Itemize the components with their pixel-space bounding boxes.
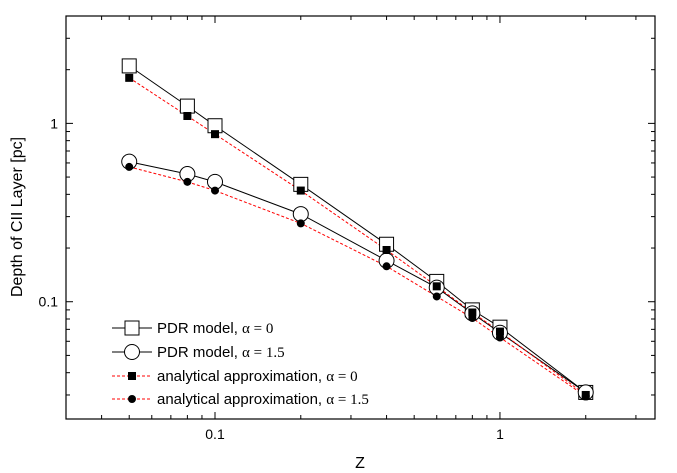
series-3-point-4 (382, 262, 391, 271)
legend-label-analytical-alpha-0-text: analytical approximation, (157, 368, 326, 385)
series-3-point-6 (468, 314, 477, 323)
ticks: 0.1 1 0.1 1 (39, 16, 655, 442)
legend-entry-analytical-alpha-1-5: analytical approximation, α = 1.5 (112, 391, 369, 408)
x-tick-label-1: 1 (496, 426, 504, 442)
x-tick-label-0: 0.1 (205, 426, 225, 442)
legend-label-pdr-alpha-0: PDR model, α = 0 (157, 320, 273, 337)
series-3-point-3 (296, 219, 305, 228)
legend-label-pdr-alpha-0-alpha: α = 0 (242, 321, 273, 337)
legend-entry-analytical-alpha-0: analytical approximation, α = 0 (112, 368, 358, 385)
series-2-point-7 (495, 327, 504, 336)
legend-marker-pdr-alpha-1-5 (124, 344, 140, 360)
legend-label-pdr-alpha-1-5-alpha: α = 1.5 (242, 345, 285, 361)
series-2-point-2 (211, 130, 220, 139)
y-tick-label-1: 1 (50, 115, 58, 131)
legend-marker-analytical-alpha-1-5 (128, 395, 136, 403)
legend-marker-analytical-alpha-0 (128, 372, 136, 380)
legend-label-analytical-alpha-1-5-alpha: α = 1.5 (326, 392, 369, 408)
series-3-point-2 (211, 186, 220, 195)
series-3-point-7 (495, 333, 504, 342)
series-1-point-3 (292, 206, 309, 223)
legend-label-pdr-alpha-1-5-text: PDR model, (157, 344, 242, 361)
y-tick-label-0: 0.1 (39, 294, 59, 310)
legend-label-analytical-alpha-0: analytical approximation, α = 0 (157, 368, 358, 385)
series-0-point-1 (179, 98, 195, 114)
legend-label-analytical-alpha-1-5-text: analytical approximation, (157, 391, 326, 408)
legend-entry-pdr-alpha-0: PDR model, α = 0 (112, 320, 273, 337)
legend-label-analytical-alpha-0-alpha: α = 0 (326, 369, 357, 385)
x-axis-label: Z (355, 455, 365, 472)
series-2-point-6 (468, 308, 477, 317)
series-2-point-3 (296, 186, 305, 195)
legend-label-pdr-alpha-1-5: PDR model, α = 1.5 (157, 344, 285, 361)
series-2-point-4 (382, 245, 391, 254)
series-3-line (129, 166, 586, 397)
y-axis-label: Depth of CII Layer [pc] (9, 137, 26, 297)
series-layer (121, 58, 594, 401)
series-2-line (128, 77, 586, 396)
legend-entry-pdr-alpha-1-5: PDR model, α = 1.5 (112, 344, 285, 361)
series-2-point-0 (125, 73, 134, 82)
series-3-point-5 (432, 292, 441, 301)
series-0-point-0 (121, 58, 137, 74)
series-3-point-8 (581, 392, 590, 401)
series-3-point-1 (183, 177, 192, 186)
plot-frame (65, 15, 656, 420)
series-3-point-0 (125, 162, 134, 171)
series-2-point-1 (183, 111, 192, 120)
legend-label-pdr-alpha-0-text: PDR model, (157, 320, 242, 337)
series-2-point-5 (432, 282, 441, 291)
legend-marker-pdr-alpha-0 (124, 320, 140, 336)
legend: PDR model, α = 0 PDR model, α = 1.5 anal… (112, 320, 369, 408)
legend-label-analytical-alpha-1-5: analytical approximation, α = 1.5 (157, 391, 369, 408)
